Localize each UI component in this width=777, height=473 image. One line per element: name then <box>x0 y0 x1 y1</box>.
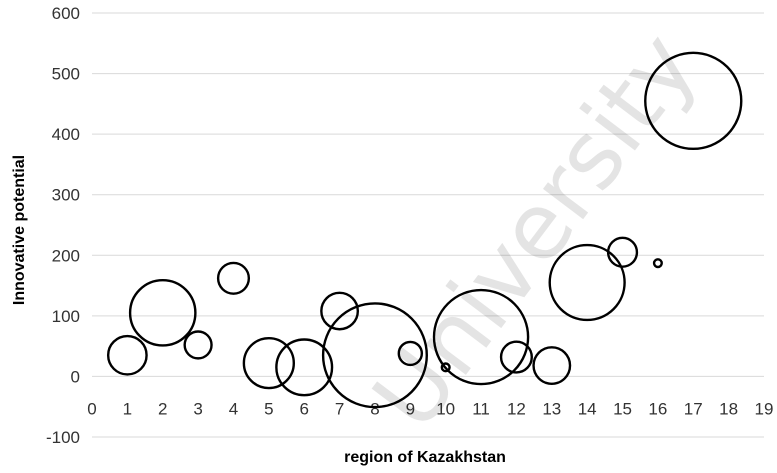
x-tick-label: 17 <box>684 399 703 418</box>
x-axis-title: region of Kazakhstan <box>344 449 506 466</box>
y-tick-label: 0 <box>71 367 80 386</box>
x-tick-label: 0 <box>87 399 96 418</box>
bubble <box>440 362 451 373</box>
y-tick-label: 100 <box>52 307 80 326</box>
x-tick-label: 6 <box>299 399 308 418</box>
x-tick-label: 15 <box>613 399 632 418</box>
x-tick-label: 3 <box>193 399 202 418</box>
y-tick-label: 600 <box>52 4 80 23</box>
x-tick-label: 16 <box>648 399 667 418</box>
bubble <box>432 288 530 386</box>
bubble <box>644 51 743 151</box>
x-tick-labels: 0 1 2 3 4 5 6 7 8 9 10 11 12 13 14 15 16 17 18 19 <box>87 399 773 418</box>
gridlines <box>92 12 764 438</box>
bubble <box>397 340 424 367</box>
y-tick-label: -100 <box>46 428 80 447</box>
x-tick-label: 7 <box>335 399 344 418</box>
x-tick-label: 1 <box>123 399 132 418</box>
y-tick-label: 200 <box>52 246 80 265</box>
x-tick-label: 12 <box>507 399 526 418</box>
bubble <box>606 236 639 268</box>
bubble <box>652 258 663 269</box>
bubble <box>106 334 148 376</box>
bubble <box>216 261 251 295</box>
x-tick-label: 2 <box>158 399 167 418</box>
y-axis-title: Innovative potential <box>11 155 28 305</box>
bubble <box>183 330 213 360</box>
bubble <box>275 338 334 397</box>
x-tick-label: 10 <box>436 399 455 418</box>
x-tick-label: 8 <box>370 399 379 418</box>
bubble <box>242 336 296 390</box>
bubble <box>321 302 428 409</box>
x-tick-label: 13 <box>542 399 561 418</box>
x-tick-label: 9 <box>406 399 415 418</box>
x-tick-label: 19 <box>755 399 774 418</box>
y-tick-label: 500 <box>52 65 80 84</box>
watermark-text: University <box>352 14 717 449</box>
bubble <box>499 340 533 374</box>
bubble <box>320 291 360 331</box>
x-tick-label: 14 <box>578 399 597 418</box>
x-tick-label: 5 <box>264 399 273 418</box>
x-tick-label: 18 <box>719 399 738 418</box>
bubbles <box>106 51 743 409</box>
bubble <box>128 278 197 347</box>
bubble <box>548 243 626 322</box>
y-tick-labels: -100 0 100 200 300 400 500 600 <box>46 4 80 447</box>
x-tick-label: 4 <box>229 399 238 418</box>
bubble <box>532 346 572 385</box>
y-tick-label: 300 <box>52 186 80 205</box>
x-tick-label: 11 <box>472 399 490 418</box>
y-tick-label: 400 <box>52 125 80 144</box>
